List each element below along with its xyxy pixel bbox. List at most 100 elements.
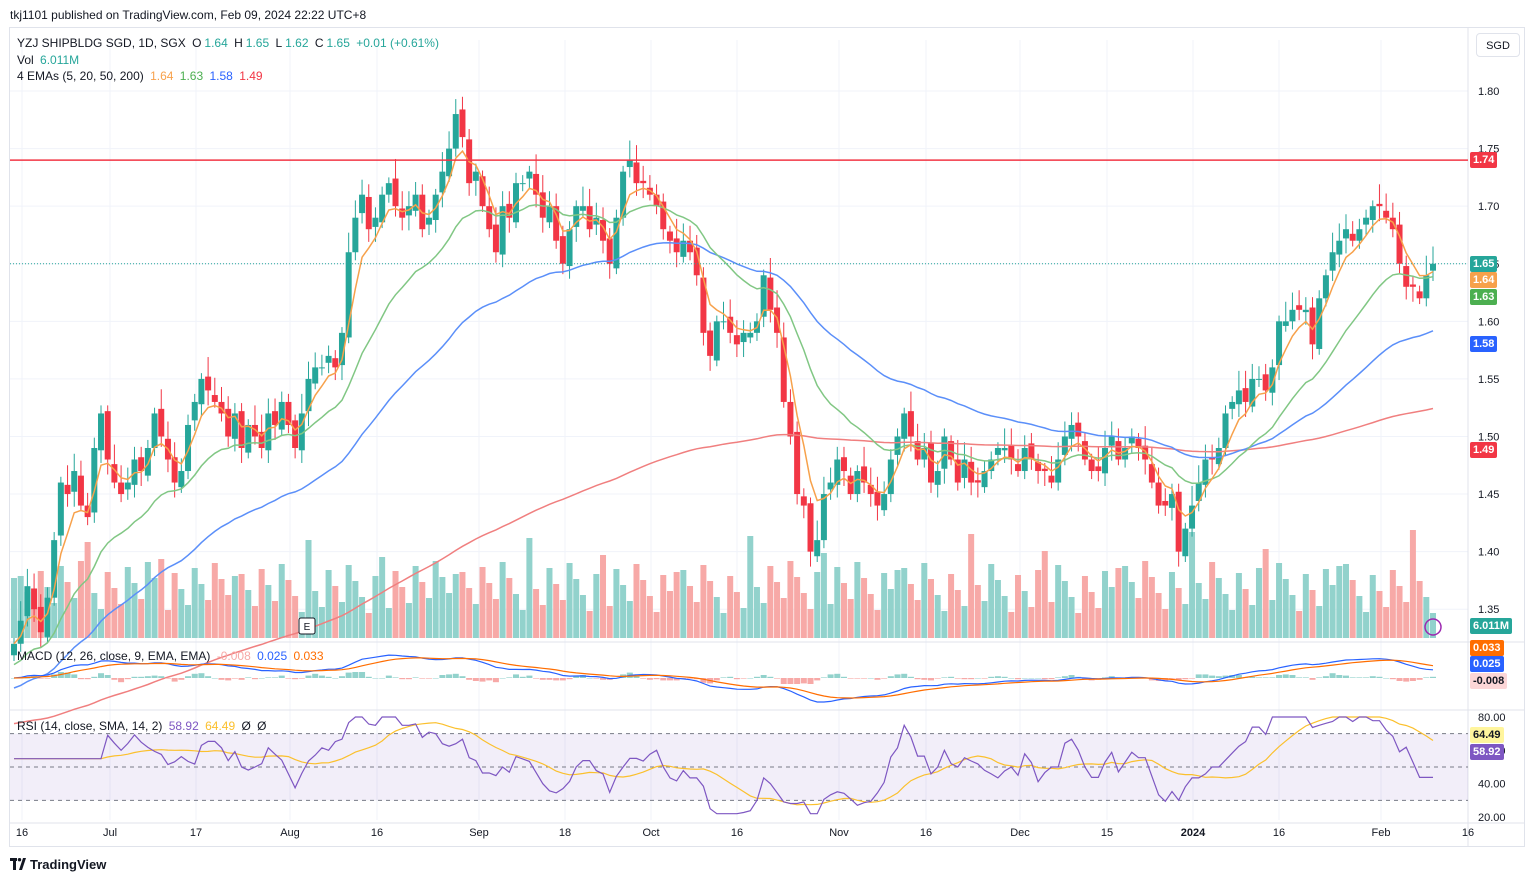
candle-body — [318, 367, 325, 369]
ema-legend: 4 EMAs (5, 20, 50, 200) 1.64 1.63 1.58 1… — [17, 68, 266, 84]
macd-histogram-bar — [1215, 676, 1222, 678]
macd-histogram-bar — [318, 675, 325, 678]
rsi-label[interactable]: RSI (14, close, SMA, 14, 2) — [17, 719, 163, 733]
volume-bar — [1068, 597, 1075, 638]
candle-body — [807, 503, 814, 552]
volume-bar — [312, 591, 319, 638]
macd-histogram-bar — [1235, 675, 1242, 678]
candle-body — [272, 411, 279, 425]
volume-bar — [318, 607, 325, 638]
macd-histogram-bar — [251, 678, 258, 680]
candle-body — [44, 597, 51, 637]
volume-bar — [91, 593, 98, 638]
macd-histogram-bar — [506, 677, 513, 678]
volume-bar — [31, 608, 38, 638]
candle-body — [211, 395, 218, 402]
macd-histogram-bar — [1048, 678, 1055, 680]
macd-histogram-bar — [814, 678, 821, 681]
volume-bar — [191, 568, 198, 638]
candle-body — [499, 206, 506, 255]
macd-label[interactable]: MACD (12, 26, close, 9, EMA, EMA) — [17, 649, 211, 663]
candle-body — [1282, 321, 1289, 326]
volume-bar — [586, 611, 593, 638]
macd-histogram-bar — [1363, 677, 1370, 678]
tradingview-logo[interactable]: TradingView — [10, 857, 106, 872]
macd-histogram-bar — [1369, 676, 1376, 678]
volume-bar — [1269, 600, 1276, 638]
volume-bar — [265, 585, 272, 638]
macd-histogram-bar — [1021, 678, 1028, 679]
macd-histogram-bar — [1403, 678, 1410, 682]
macd-histogram-bar — [1222, 675, 1229, 678]
volume-bar — [1229, 610, 1236, 638]
macd-histogram-bar — [405, 678, 412, 680]
macd-histogram-bar — [847, 678, 854, 679]
time-tick-label: Dec — [1010, 827, 1030, 839]
volume-bar — [840, 583, 847, 638]
candle-body — [988, 459, 995, 472]
candle-body — [57, 482, 64, 536]
volume-bar — [1035, 570, 1042, 638]
macd-histogram-bar — [104, 675, 111, 678]
symbol-label[interactable]: YZJ SHIPBLDG SGD, 1D, SGX — [17, 36, 186, 50]
volume-bar — [1102, 571, 1109, 638]
volume-bar — [519, 610, 526, 638]
volume-bar — [285, 580, 292, 638]
rsi-upper-value: Ø — [241, 719, 251, 733]
candle-body — [1383, 210, 1390, 218]
candle-body — [365, 196, 372, 230]
rsi-ma-value: 64.49 — [205, 719, 236, 733]
macd-histogram-bar — [894, 674, 901, 678]
macd-histogram-bar — [452, 673, 459, 678]
candle-body — [1289, 309, 1296, 322]
macd-histogram-bar — [1383, 678, 1390, 679]
volume-bar — [1276, 563, 1283, 638]
candle-body — [847, 475, 854, 495]
volume-bar — [914, 600, 921, 638]
macd-histogram-bar — [258, 678, 265, 679]
time-tick-label: 15 — [1101, 827, 1113, 839]
candle-body — [934, 471, 941, 485]
macd-histogram-bar — [881, 678, 888, 679]
volume-bar — [1363, 612, 1370, 638]
volume-bar — [1041, 551, 1048, 638]
candle-body — [379, 194, 386, 223]
rsi-legend: RSI (14, close, SMA, 14, 2) 58.92 64.49 … — [17, 718, 270, 734]
volume-bar — [640, 580, 647, 638]
time-tick-label: Sep — [469, 827, 489, 839]
volume-bar — [1396, 586, 1403, 638]
macd-histogram-bar — [44, 678, 51, 679]
volume-bar — [907, 584, 914, 638]
candle-body — [144, 448, 151, 476]
volume-bar — [1383, 607, 1390, 638]
ema-label[interactable]: 4 EMAs (5, 20, 50, 200) — [17, 69, 144, 83]
volume-bar — [620, 585, 627, 638]
macd-histogram-bar — [432, 678, 439, 679]
volume-bar — [881, 573, 888, 638]
volume-bar — [948, 574, 955, 638]
candle-body — [64, 484, 71, 495]
volume-bar — [1403, 602, 1410, 638]
candle-body — [1296, 305, 1303, 310]
macd-histogram-bar — [767, 676, 774, 678]
macd-histogram-bar — [867, 678, 874, 679]
macd-histogram-bar — [1416, 678, 1423, 680]
macd-histogram-bar — [412, 677, 419, 678]
candle-body — [1342, 229, 1349, 239]
macd-histogram-bar — [666, 678, 673, 681]
price-label-0: 1.74 — [1470, 152, 1498, 169]
volume-bar — [1209, 562, 1216, 638]
macd-histogram-bar — [1175, 678, 1182, 681]
macd-histogram-bar — [700, 678, 707, 683]
currency-button[interactable]: SGD — [1476, 33, 1520, 57]
candle-body — [1262, 374, 1269, 391]
candle-body — [814, 540, 821, 557]
volume-bar — [124, 567, 131, 638]
rsi-tick-label: 40.00 — [1478, 779, 1506, 791]
macd-histogram-bar — [680, 678, 687, 679]
macd-histogram-bar — [1195, 674, 1202, 678]
volume-bar — [1081, 576, 1088, 638]
alert-icon — [1424, 618, 1442, 636]
